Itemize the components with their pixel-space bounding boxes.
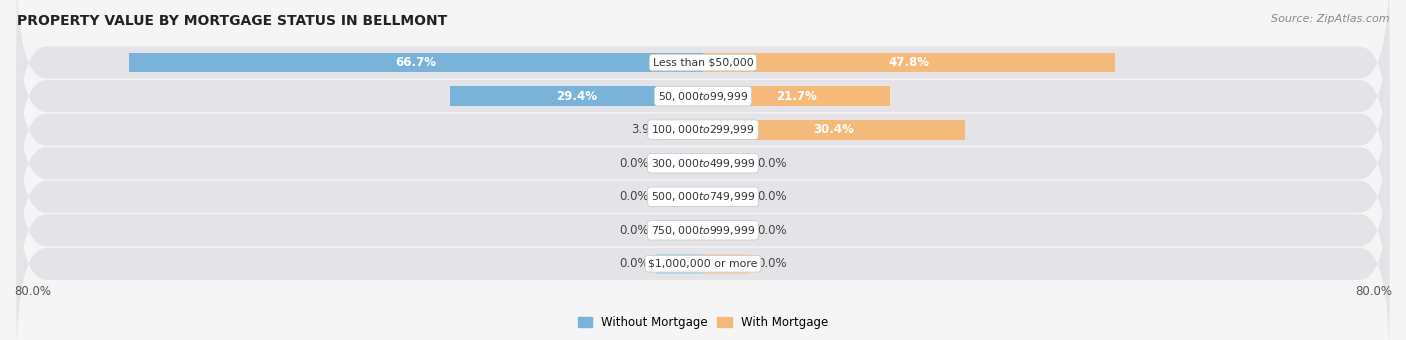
FancyBboxPatch shape <box>17 0 1389 164</box>
FancyBboxPatch shape <box>17 96 1389 298</box>
Text: 47.8%: 47.8% <box>889 56 929 69</box>
Bar <box>703 53 1115 72</box>
Bar <box>655 187 703 207</box>
Text: 80.0%: 80.0% <box>14 285 51 298</box>
Text: 0.0%: 0.0% <box>758 257 787 270</box>
Bar <box>703 120 965 139</box>
Text: 0.0%: 0.0% <box>619 224 648 237</box>
Text: 0.0%: 0.0% <box>758 157 787 170</box>
Text: 29.4%: 29.4% <box>555 90 598 103</box>
Legend: Without Mortgage, With Mortgage: Without Mortgage, With Mortgage <box>574 311 832 334</box>
Bar <box>703 254 751 274</box>
Text: 3.9%: 3.9% <box>631 123 661 136</box>
Text: $300,000 to $499,999: $300,000 to $499,999 <box>651 157 755 170</box>
Text: 80.0%: 80.0% <box>1355 285 1392 298</box>
Bar <box>703 153 751 173</box>
Text: $750,000 to $999,999: $750,000 to $999,999 <box>651 224 755 237</box>
Text: 0.0%: 0.0% <box>619 190 648 203</box>
FancyBboxPatch shape <box>17 29 1389 231</box>
FancyBboxPatch shape <box>17 163 1389 340</box>
Text: $50,000 to $99,999: $50,000 to $99,999 <box>658 90 748 103</box>
Text: $1,000,000 or more: $1,000,000 or more <box>648 259 758 269</box>
Bar <box>655 220 703 240</box>
Text: 30.4%: 30.4% <box>814 123 855 136</box>
Text: 0.0%: 0.0% <box>758 224 787 237</box>
Text: $100,000 to $299,999: $100,000 to $299,999 <box>651 123 755 136</box>
Text: 0.0%: 0.0% <box>619 257 648 270</box>
Bar <box>703 187 751 207</box>
Text: 0.0%: 0.0% <box>619 157 648 170</box>
Bar <box>655 153 703 173</box>
FancyBboxPatch shape <box>17 62 1389 265</box>
Text: 66.7%: 66.7% <box>395 56 436 69</box>
Text: Source: ZipAtlas.com: Source: ZipAtlas.com <box>1271 14 1389 23</box>
FancyBboxPatch shape <box>17 0 1389 198</box>
FancyBboxPatch shape <box>17 129 1389 332</box>
Bar <box>450 86 703 106</box>
Text: PROPERTY VALUE BY MORTGAGE STATUS IN BELLMONT: PROPERTY VALUE BY MORTGAGE STATUS IN BEL… <box>17 14 447 28</box>
Bar <box>703 86 890 106</box>
Bar <box>655 254 703 274</box>
Text: $500,000 to $749,999: $500,000 to $749,999 <box>651 190 755 203</box>
Bar <box>669 120 703 139</box>
Bar <box>703 220 751 240</box>
Text: 21.7%: 21.7% <box>776 90 817 103</box>
Text: 0.0%: 0.0% <box>758 190 787 203</box>
Bar <box>128 53 703 72</box>
Text: Less than $50,000: Less than $50,000 <box>652 57 754 68</box>
